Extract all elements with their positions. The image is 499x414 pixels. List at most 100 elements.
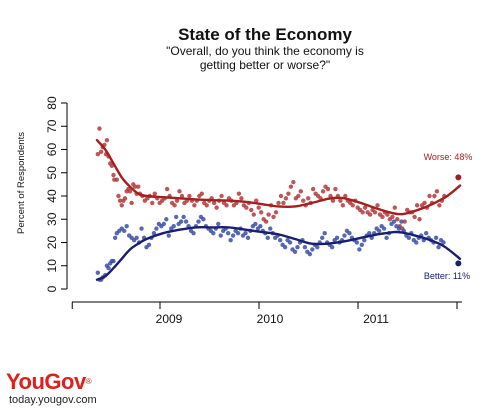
worse-data-point bbox=[333, 186, 338, 192]
better-data-point bbox=[201, 217, 206, 222]
worse-data-point bbox=[199, 191, 204, 196]
worse-data-point bbox=[301, 198, 306, 203]
better-data-point bbox=[342, 233, 347, 238]
worse-data-point bbox=[152, 191, 157, 196]
worse-data-point bbox=[111, 172, 116, 178]
better-end-label: Better: 11% bbox=[424, 271, 470, 281]
worse-data-point bbox=[97, 126, 102, 131]
better-data-point bbox=[414, 240, 419, 245]
worse-data-point bbox=[310, 186, 316, 192]
worse-data-point bbox=[296, 193, 301, 199]
better-data-point bbox=[228, 237, 233, 243]
worse-data-point bbox=[224, 203, 229, 208]
better-data-point bbox=[196, 219, 201, 224]
worse-data-point bbox=[104, 138, 110, 143]
better-data-point bbox=[151, 231, 157, 236]
better-data-point bbox=[171, 224, 176, 229]
x-tick-label: 2010 bbox=[257, 312, 284, 326]
worse-data-point bbox=[422, 200, 427, 206]
worse-data-point bbox=[204, 203, 209, 208]
better-data-point bbox=[216, 221, 221, 227]
worse-data-point bbox=[114, 177, 120, 182]
worse-data-point bbox=[127, 189, 133, 194]
y-axis-title: Percent of Respondents bbox=[16, 132, 27, 234]
worse-data-point bbox=[254, 198, 259, 203]
better-data-point bbox=[396, 226, 402, 231]
better-data-point bbox=[359, 242, 365, 248]
worse-data-point bbox=[375, 203, 380, 208]
better-data-point bbox=[292, 249, 298, 254]
better-data-point bbox=[181, 214, 186, 220]
worse-data-point bbox=[434, 189, 440, 194]
worse-data-point bbox=[256, 205, 261, 210]
better-data-point bbox=[362, 237, 367, 243]
better-data-point bbox=[357, 247, 362, 252]
worse-data-point bbox=[298, 189, 303, 194]
worse-data-point bbox=[402, 219, 407, 224]
better-data-point bbox=[258, 224, 263, 229]
worse-data-point bbox=[116, 193, 121, 199]
y-tick-label: 30 bbox=[45, 212, 59, 226]
better-data-point bbox=[139, 226, 144, 231]
worse-data-point bbox=[325, 186, 331, 192]
chart-title: State of the Economy bbox=[178, 25, 352, 44]
worse-data-point bbox=[249, 207, 254, 213]
better-data-point bbox=[307, 251, 313, 257]
worse-data-point bbox=[179, 193, 185, 199]
worse-data-point bbox=[283, 196, 289, 201]
y-tick-label: 40 bbox=[45, 189, 59, 203]
registered-mark: ® bbox=[85, 377, 92, 386]
better-data-point bbox=[134, 235, 139, 241]
worse-data-point bbox=[372, 210, 378, 215]
worse-data-point bbox=[286, 191, 291, 196]
worse-data-point bbox=[380, 214, 385, 220]
better-data-point bbox=[406, 235, 412, 241]
worse-latest-point bbox=[455, 174, 462, 181]
better-data-point bbox=[287, 240, 293, 245]
better-data-point bbox=[235, 231, 241, 236]
better-data-point bbox=[112, 235, 118, 241]
worse-data-point bbox=[281, 200, 286, 206]
y-tick-label: 70 bbox=[45, 119, 59, 133]
worse-data-point bbox=[395, 217, 400, 222]
better-data-point bbox=[146, 242, 152, 248]
y-tick-label: 20 bbox=[45, 236, 59, 250]
worse-data-point bbox=[412, 214, 417, 220]
y-axis: 0 10 20 30 40 50 60 70 80 bbox=[45, 96, 68, 292]
worse-data-point bbox=[122, 196, 128, 201]
better-data-point bbox=[315, 244, 320, 250]
better-data-point bbox=[243, 231, 248, 236]
better-latest-point bbox=[455, 260, 462, 267]
better-series bbox=[95, 214, 462, 282]
worse-data-point bbox=[251, 212, 256, 217]
better-data-point bbox=[282, 244, 288, 250]
worse-data-point bbox=[132, 184, 138, 189]
worse-data-point bbox=[95, 151, 101, 157]
better-data-point bbox=[218, 233, 223, 238]
better-data-point bbox=[302, 244, 308, 250]
better-data-point bbox=[111, 258, 116, 264]
worse-series bbox=[95, 126, 462, 231]
worse-data-point bbox=[258, 210, 264, 215]
y-tick-label: 60 bbox=[45, 143, 59, 157]
worse-data-point bbox=[266, 212, 271, 217]
worse-data-point bbox=[187, 193, 192, 199]
y-tick-label: 0 bbox=[45, 285, 59, 292]
better-data-point bbox=[329, 244, 335, 250]
better-trend-line bbox=[95, 226, 462, 281]
worse-data-point bbox=[214, 205, 219, 210]
better-data-point bbox=[322, 231, 327, 236]
better-data-point bbox=[161, 221, 167, 227]
chart-subtitle-line-2: getting better or worse?" bbox=[200, 58, 330, 72]
worse-data-point bbox=[306, 196, 311, 201]
worse-data-point bbox=[219, 193, 224, 199]
better-data-point bbox=[122, 228, 127, 234]
worse-data-point bbox=[432, 193, 437, 199]
better-data-point bbox=[225, 231, 231, 236]
better-data-point bbox=[174, 214, 179, 220]
source-url[interactable]: today.yougov.com bbox=[9, 394, 97, 406]
worse-end-label: Worse: 48% bbox=[424, 152, 473, 162]
better-data-point bbox=[265, 235, 270, 241]
worse-data-point bbox=[244, 205, 249, 210]
